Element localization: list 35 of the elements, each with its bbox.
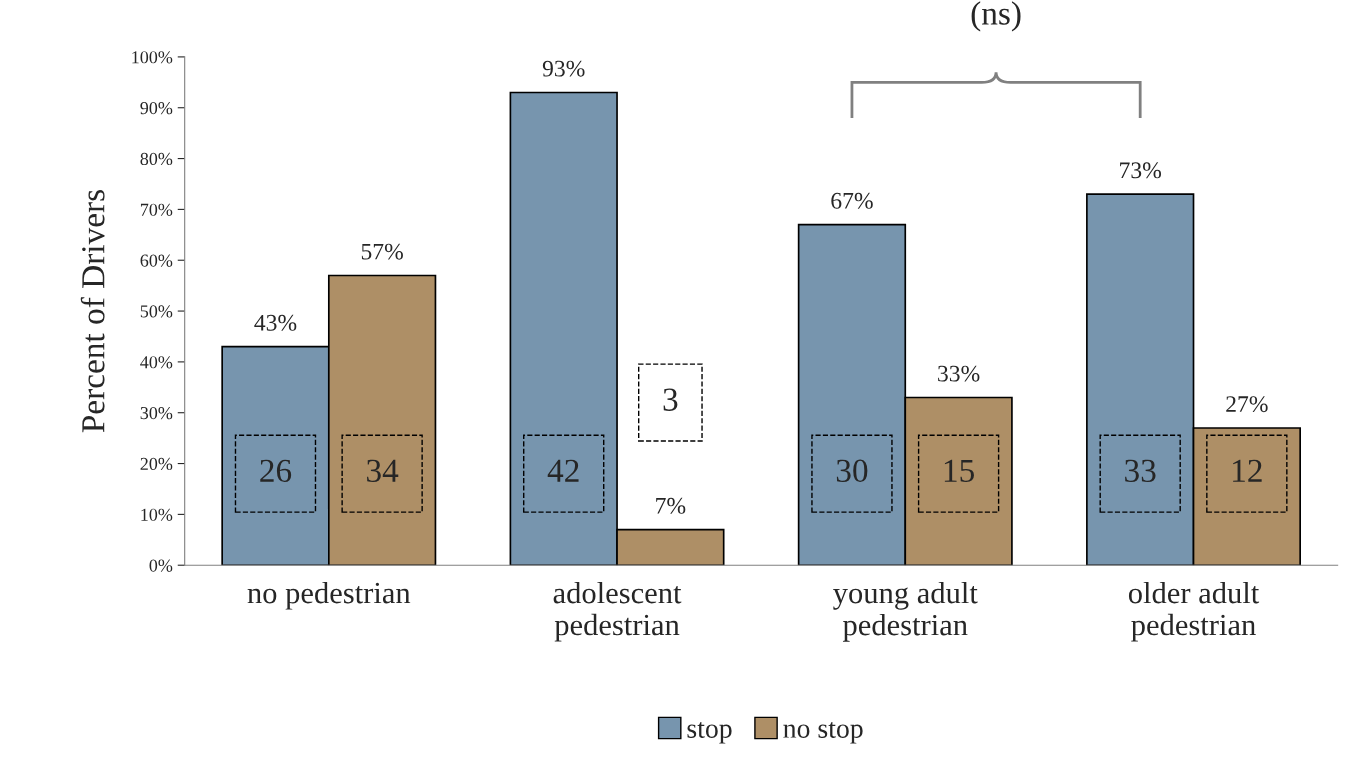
legend-label: stop (687, 721, 732, 744)
text: 93% (542, 60, 585, 77)
y-tick-label: 70% (140, 203, 173, 216)
y-tick-label: 40% (140, 356, 173, 369)
annotation: 26 (260, 459, 292, 483)
annotation: 15 (944, 459, 974, 483)
text: 7% (656, 497, 686, 514)
y-axis-title: Percent of Drivers (80, 190, 105, 433)
x-tick-label: older adult pedestrian (1128, 581, 1260, 642)
y-tick-label: 0% (149, 559, 173, 572)
y-tick-label: 80% (140, 152, 173, 166)
text: 57% (361, 243, 403, 260)
legend-label: no stop (783, 721, 863, 744)
y-tick-label: 20% (140, 457, 173, 471)
text: (ns) (971, 1, 1021, 32)
x-tick-label: no pedestrian (247, 581, 411, 610)
x-tick-label: adolescent pedestrian (553, 581, 682, 642)
text: 43% (254, 314, 297, 331)
y-tick-label: 10% (141, 508, 173, 521)
y-tick-label: 50% (140, 305, 173, 318)
text: 27% (1226, 396, 1268, 413)
annotation: 12 (1233, 459, 1262, 482)
y-tick-label: 30% (140, 406, 173, 420)
annotation: 33 (1125, 459, 1156, 483)
y-tick-label: 90% (140, 101, 173, 115)
y-tick-label: 60% (140, 254, 173, 267)
text: 73% (1120, 162, 1162, 179)
annotation: 30 (836, 459, 868, 483)
x-tick-label: young adult pedestrian (833, 581, 978, 642)
text: 33% (938, 365, 980, 382)
y-tick-label: 100% (132, 51, 173, 64)
annotation: 42 (547, 459, 579, 482)
annotation: 3 (663, 388, 678, 411)
annotation: 34 (367, 459, 399, 483)
text: 67% (831, 192, 873, 209)
